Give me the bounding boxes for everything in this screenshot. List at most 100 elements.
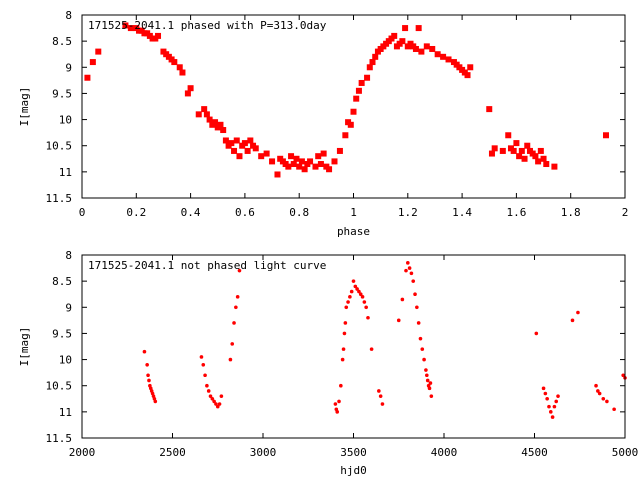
phased-data-point [540,155,547,162]
unphased-data-point [142,349,147,354]
unphased-data-point [425,373,429,378]
phased-data-point [402,25,409,32]
unphased-y-tick-label: 10.5 [46,380,73,393]
phased-data-point [122,22,129,29]
phased-data-point [317,161,324,168]
unphased-data-point [422,357,426,362]
unphased-data-point [416,321,421,325]
unphased-data-point [203,373,207,378]
phased-data-point [241,140,248,147]
phased-data-point [399,38,406,45]
unphased-data-point [380,402,385,406]
phased-data-point [524,142,531,149]
unphased-title: 171525-2041.1 not phased light curve [88,259,326,272]
unphased-data-point [541,386,546,391]
unphased-data-point [427,386,432,391]
phased-x-tick-label: 0 [79,206,86,219]
unphased-data-point [570,318,575,323]
phased-data-point [521,155,528,162]
unphased-data-point [219,394,224,398]
phased-data-point [499,147,506,154]
unphased-data-point [205,383,209,388]
unphased-data-point [597,391,602,396]
phased-x-axis-title: phase [337,225,370,238]
unphased-data-point [340,357,345,362]
unphased-plot-frame [81,254,626,439]
phased-y-tick-label: 11 [59,166,72,179]
unphased-y-tick-label: 8.5 [52,275,72,288]
unphased-data-point [357,289,361,294]
phased-data-point [212,119,219,126]
phased-data-point [222,137,229,144]
unphased-data-point [576,310,580,315]
unphased-chart: 2000 2500 3000 3500 4000 4500 5000 8 8.5 9 9.5 10 10… [18,249,638,477]
unphased-data-point [349,289,354,294]
unphased-data-point [346,300,350,304]
phased-title: 171525-2041.1 phased with P=313.0day [88,19,327,32]
unphased-y-tick-label: 8 [65,249,72,262]
phased-data-point [258,153,265,160]
phased-data-point [434,51,441,58]
phased-x-tick-label: 0.4 [181,206,201,219]
phased-data-point [320,150,327,157]
unphased-data-point [201,363,206,367]
phased-data-point [298,158,305,165]
phased-data-point [467,64,474,71]
phased-ticks: 0 0.2 0.4 0.6 0.8 1 1.2 1.4 1.6 1.8 2 8 8.5 9 9.5 10 10.… [46,9,629,219]
unphased-data-point [364,305,368,310]
phased-data-point [269,158,276,165]
phased-data-point [372,53,379,60]
phased-data-point [307,158,314,165]
phased-data-point [366,64,373,71]
phased-data-point [244,147,251,154]
phased-data-point [285,163,292,170]
unphased-y-axis-title: I[mag] [18,327,31,367]
unphased-data-point [234,305,238,310]
phased-x-tick-label: 1 [350,206,357,219]
unphased-data-point [409,271,414,276]
phased-data-point [206,116,213,123]
unphased-ticks: 2000 2500 3000 3500 4000 4500 5000 8 8.5 9 9.5 10 10… [46,249,639,459]
phased-data-point [315,153,322,160]
phased-data-point [89,59,96,66]
phased-data-point [331,158,338,165]
phased-data-point [440,53,447,60]
phased-data-point [488,150,495,157]
unphased-data-point [145,363,149,367]
phased-data-point [252,145,259,152]
phased-data-point [347,121,354,128]
unphased-y-tick-label: 9 [65,301,72,314]
phased-data-point [391,32,398,39]
unphased-data-point [362,300,367,304]
unphased-data-point [337,399,341,404]
unphased-data-point [534,331,539,336]
phased-data-point [418,48,425,55]
unphased-x-tick-label: 3000 [250,446,277,459]
unphased-data-point [415,305,419,310]
unphased-data-point [425,378,430,383]
unphased-data-point [424,368,428,372]
unphased-data-point [601,396,606,401]
unphased-data-point [212,399,216,404]
phased-data-point [184,90,191,97]
phased-y-tick-label: 10.5 [46,140,73,153]
phased-x-tick-label: 1.8 [561,206,581,219]
phased-data-point [412,45,419,52]
phased-data-point [220,127,227,134]
unphased-data-point [348,295,352,299]
unphased-data-point [230,342,235,346]
phased-data-point [155,32,162,39]
unphased-x-tick-label: 4000 [431,446,458,459]
unphased-data-point [404,268,408,273]
unphased-data-point [215,404,220,409]
unphased-data-point [153,399,158,404]
unphased-data-point [621,373,625,378]
phased-data-point [532,153,539,160]
phased-data-point [236,153,243,160]
unphased-data-point [360,295,365,299]
phased-data-point [84,74,91,81]
phased-data-point [415,25,422,32]
phased-data-point [233,137,240,144]
